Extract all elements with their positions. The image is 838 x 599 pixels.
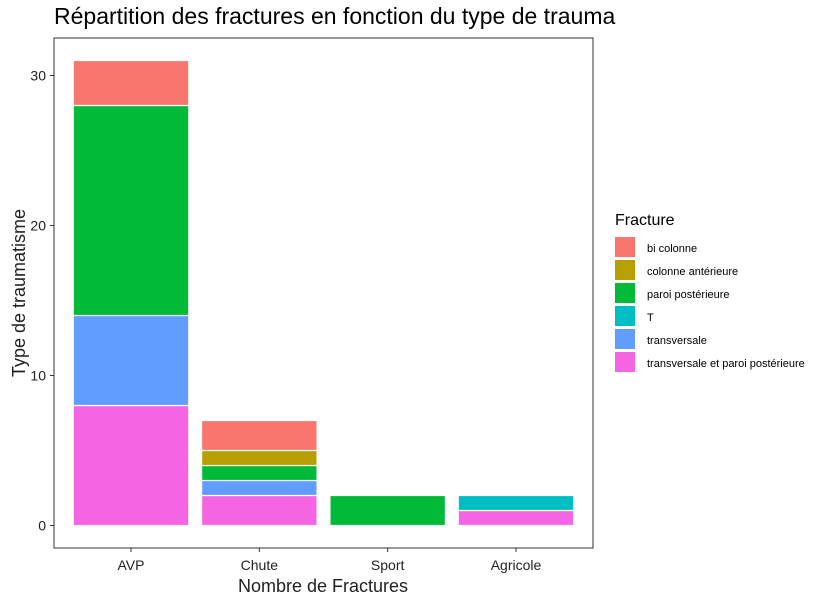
bar-segment: [72, 104, 190, 317]
legend-label: T: [647, 312, 654, 324]
bar-segment: [72, 59, 190, 107]
bar-segment: [200, 419, 318, 452]
y-tick-label: 0: [38, 518, 46, 534]
bar-segment: [200, 494, 318, 527]
legend-key: [615, 283, 635, 303]
legend: Fracture bi colonne colonne antérieure par…: [615, 212, 805, 372]
bar-segment: [200, 449, 318, 467]
x-axis: AVP Chute Sport Agricole: [118, 548, 542, 573]
bar-segment: [457, 494, 575, 512]
y-tick-label: 30: [30, 68, 46, 84]
legend-label: colonne antérieure: [647, 266, 738, 278]
chart-title: Répartition des fractures en fonction du…: [54, 3, 615, 29]
legend-key: [615, 329, 635, 349]
legend-label: transversale: [647, 335, 707, 347]
y-axis-title: Type de traumatisme: [9, 209, 29, 377]
y-tick-label: 20: [30, 218, 46, 234]
bar-segment: [200, 464, 318, 482]
x-tick-label: Sport: [371, 557, 405, 573]
legend-title: Fracture: [615, 212, 675, 229]
bars-layer: [72, 59, 575, 527]
bar-segment: [200, 479, 318, 497]
legend-label: paroi postérieure: [647, 289, 730, 301]
y-axis: 0 10 20 30: [30, 68, 54, 534]
legend-key: [615, 352, 635, 372]
bar-segment: [457, 509, 575, 527]
x-axis-title: Nombre de Fractures: [238, 576, 408, 596]
x-tick-label: AVP: [118, 557, 145, 573]
x-tick-label: Chute: [241, 557, 279, 573]
legend-label: transversale et paroi postérieure: [647, 358, 805, 370]
legend-key: [615, 306, 635, 326]
bar-segment: [329, 494, 447, 527]
legend-key: [615, 237, 635, 257]
bar-segment: [72, 314, 190, 407]
legend-key: [615, 260, 635, 280]
bar-segment: [72, 404, 190, 527]
legend-label: bi colonne: [647, 243, 697, 255]
y-tick-label: 10: [30, 368, 46, 384]
x-tick-label: Agricole: [491, 557, 542, 573]
